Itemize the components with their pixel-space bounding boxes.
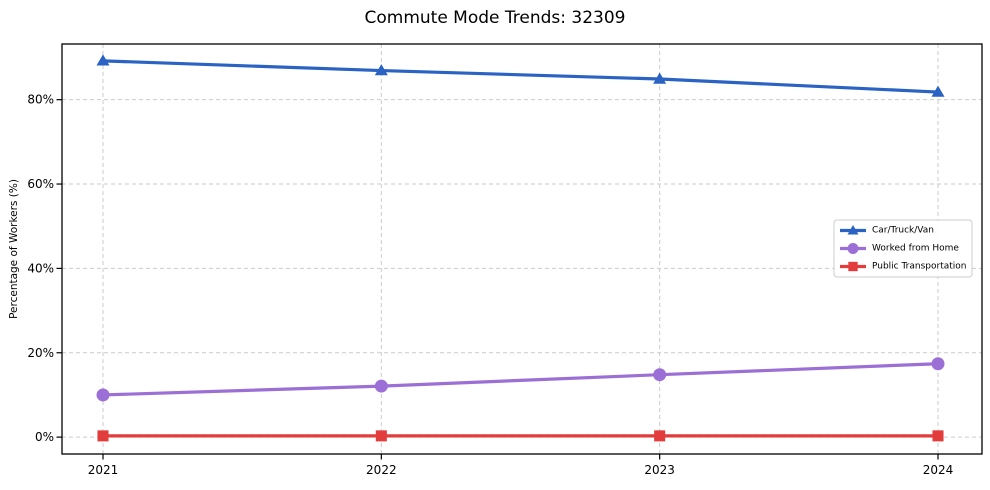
legend-marker-square (848, 261, 858, 272)
series-marker-car-truck-van (374, 64, 388, 76)
series-line-worked-from-home (101, 362, 940, 397)
x-tick-label: 2023 (644, 463, 675, 477)
series-line-car-truck-van (101, 59, 940, 94)
series-marker-public-transportation (932, 430, 944, 442)
x-tick-label: 2024 (923, 463, 954, 477)
series-marker-public-transportation (97, 430, 109, 442)
legend-marker-circle (847, 243, 859, 254)
y-tick-label: 60% (27, 177, 54, 191)
series-marker-public-transportation (375, 430, 387, 442)
series-marker-car-truck-van (96, 54, 110, 66)
series-marker-car-truck-van (653, 72, 667, 84)
series-marker-worked-from-home (374, 379, 388, 393)
series-marker-worked-from-home (653, 368, 667, 382)
legend-marker-triangle (847, 225, 859, 235)
x-tick-label: 2022 (366, 463, 397, 477)
legend-label: Worked from Home (872, 244, 959, 254)
y-tick-label: 20% (27, 346, 54, 360)
x-tick-label: 2021 (88, 463, 119, 477)
legend-label: Car/Truck/Van (872, 226, 934, 236)
legend-label: Public Transportation (872, 262, 966, 272)
series-marker-public-transportation (654, 430, 666, 442)
y-tick-label: 0% (35, 430, 54, 444)
series-marker-worked-from-home (931, 357, 945, 371)
plot-frame (61, 43, 983, 455)
legend: Car/Truck/Van Worked from Home Public Tran… (833, 219, 973, 278)
series-marker-car-truck-van (931, 85, 945, 97)
legend-box (833, 219, 973, 278)
chart-title: Commute Mode Trends: 32309 (364, 8, 626, 28)
y-tick-label: 80% (27, 93, 54, 107)
y-tick-label: 40% (27, 261, 54, 275)
series-marker-worked-from-home (96, 388, 110, 402)
